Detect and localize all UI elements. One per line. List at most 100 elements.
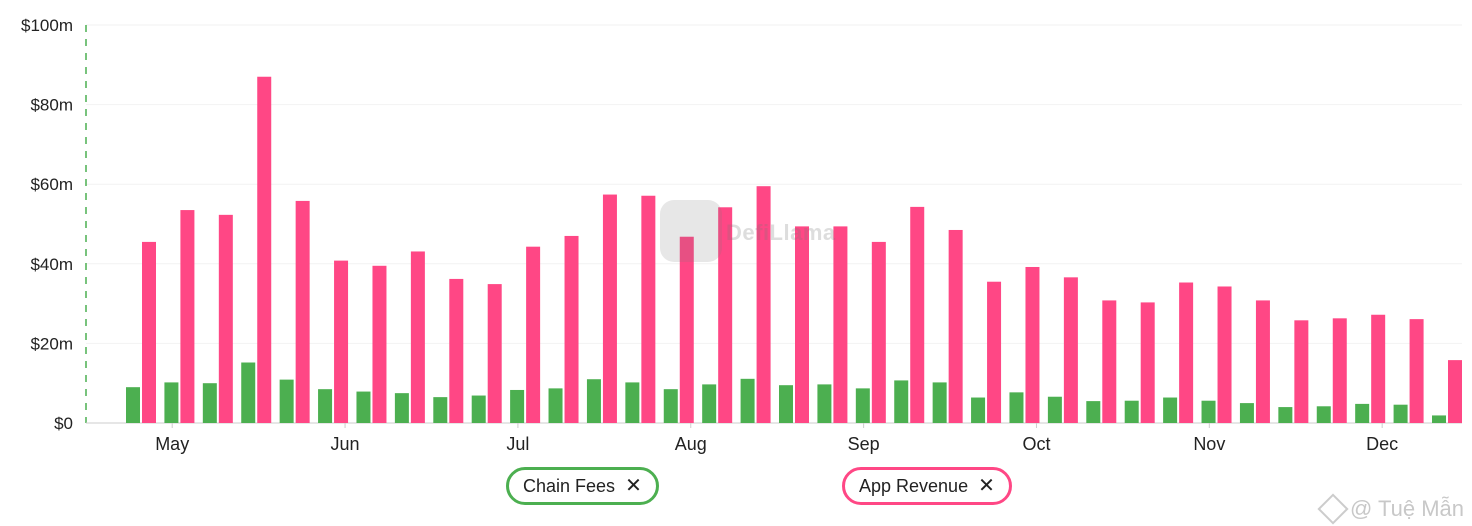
bar-app-revenue — [334, 260, 349, 423]
bar-chain-fees — [356, 391, 371, 423]
bar-app-revenue — [718, 207, 733, 423]
bar-app-revenue — [526, 246, 541, 423]
bar-chain-fees — [1201, 400, 1216, 423]
defillama-watermark-text: DefiLlama — [726, 220, 836, 245]
bar-app-revenue — [756, 186, 771, 423]
bar-chain-fees — [241, 362, 256, 423]
y-tick-label: $0 — [54, 414, 73, 433]
bar-app-revenue — [180, 210, 195, 423]
bar-chain-fees — [318, 389, 333, 423]
bar-chain-fees — [1355, 403, 1370, 423]
bar-chain-fees — [663, 389, 678, 423]
bar-chain-fees — [1432, 415, 1446, 423]
bar-app-revenue — [1448, 360, 1462, 423]
bar-app-revenue — [1025, 266, 1040, 423]
credit-text: @ Tuệ Mẫn — [1349, 496, 1464, 521]
bar-chain-fees — [1278, 407, 1293, 423]
bar-chain-fees — [548, 388, 563, 423]
bar-app-revenue — [948, 229, 963, 423]
y-tick-label: $80m — [30, 96, 73, 115]
x-tick-label: Dec — [1366, 434, 1398, 454]
bar-chain-fees — [1124, 400, 1139, 423]
bar-app-revenue — [218, 214, 233, 423]
bar-chain-fees — [1086, 401, 1101, 423]
bar-chain-fees — [1009, 392, 1024, 423]
bar-chain-fees — [855, 388, 870, 423]
bar-app-revenue — [449, 278, 464, 423]
x-tick-label: May — [155, 434, 189, 454]
close-icon[interactable]: ✕ — [625, 475, 642, 497]
bar-app-revenue — [910, 206, 925, 423]
bar-chain-fees — [1316, 406, 1331, 423]
bar-app-revenue — [1371, 314, 1386, 423]
bar-app-revenue — [564, 235, 579, 423]
x-tick-label: Jun — [331, 434, 360, 454]
bar-chain-fees — [202, 383, 217, 423]
bar-chain-fees — [433, 397, 448, 423]
close-icon[interactable]: ✕ — [978, 475, 995, 497]
bar-chain-fees — [126, 387, 140, 423]
bar-chain-fees — [817, 384, 832, 423]
bar-app-revenue — [1409, 319, 1424, 423]
bar-app-revenue — [142, 241, 156, 423]
bar-chain-fees — [740, 378, 755, 423]
bar-chain-fees — [164, 382, 179, 423]
bar-app-revenue — [833, 226, 848, 423]
bar-chain-fees — [471, 395, 486, 423]
x-tick-label: Oct — [1022, 434, 1050, 454]
axes — [85, 25, 1462, 428]
bar-chain-fees — [1239, 403, 1254, 423]
bar-app-revenue — [1332, 318, 1347, 423]
x-tick-label: Aug — [675, 434, 707, 454]
bar-chain-fees — [1163, 397, 1178, 423]
x-tick-label: Sep — [848, 434, 880, 454]
bar-chain-fees — [1393, 404, 1408, 423]
bar-app-revenue — [1217, 286, 1232, 423]
bar-app-revenue — [410, 251, 425, 423]
bar-app-revenue — [1063, 277, 1078, 423]
x-tick-label: Jul — [506, 434, 529, 454]
bar-chain-fees — [586, 379, 601, 423]
bar-app-revenue — [1294, 320, 1309, 423]
tick-labels: $100m $80m $60m $40m $20m $0 May Jun Jul Aug Sep Oc… — [21, 16, 1398, 454]
bar-app-revenue — [487, 284, 502, 423]
y-tick-label: $40m — [30, 255, 73, 274]
bar-app-revenue — [679, 236, 694, 423]
bar-app-revenue — [1255, 300, 1270, 423]
bar-app-revenue — [257, 76, 272, 424]
bar-app-revenue — [1140, 302, 1155, 423]
author-credit: @ Tuệ Mẫn — [1317, 493, 1464, 525]
bar-chain-fees — [394, 393, 409, 423]
bar-chain-fees — [702, 384, 717, 423]
legend-app-revenue-label: App Revenue — [859, 475, 969, 496]
bars — [126, 76, 1462, 424]
diamond-icon — [1317, 493, 1349, 525]
legend-chain-fees[interactable]: Chain Fees ✕ — [506, 467, 659, 505]
grid-lines — [86, 24, 1462, 344]
y-tick-label: $100m — [21, 16, 73, 35]
bar-chain-fees — [625, 382, 640, 423]
bar-chain-fees — [510, 389, 525, 423]
legend-app-revenue[interactable]: App Revenue ✕ — [842, 467, 1012, 505]
bar-app-revenue — [1179, 282, 1194, 423]
bar-chain-fees — [971, 397, 986, 423]
bar-app-revenue — [795, 226, 809, 423]
bar-app-revenue — [987, 281, 1002, 423]
bar-app-revenue — [372, 265, 387, 423]
bar-app-revenue — [641, 195, 656, 423]
bar-app-revenue — [871, 241, 886, 423]
bar-chain-fees — [279, 379, 294, 423]
y-tick-label: $20m — [30, 334, 73, 353]
bar-chain-fees — [932, 382, 947, 423]
bar-chain-fees — [1047, 396, 1062, 423]
bar-chain-fees — [894, 380, 909, 423]
bar-chain-fees — [779, 385, 793, 423]
bar-app-revenue — [295, 200, 310, 423]
legend-chain-fees-label: Chain Fees — [523, 475, 616, 496]
bar-app-revenue — [602, 194, 617, 423]
y-tick-label: $60m — [30, 175, 73, 194]
x-tick-label: Nov — [1193, 434, 1225, 454]
bar-app-revenue — [1102, 300, 1117, 423]
defillama-logo-watermark — [660, 200, 722, 262]
